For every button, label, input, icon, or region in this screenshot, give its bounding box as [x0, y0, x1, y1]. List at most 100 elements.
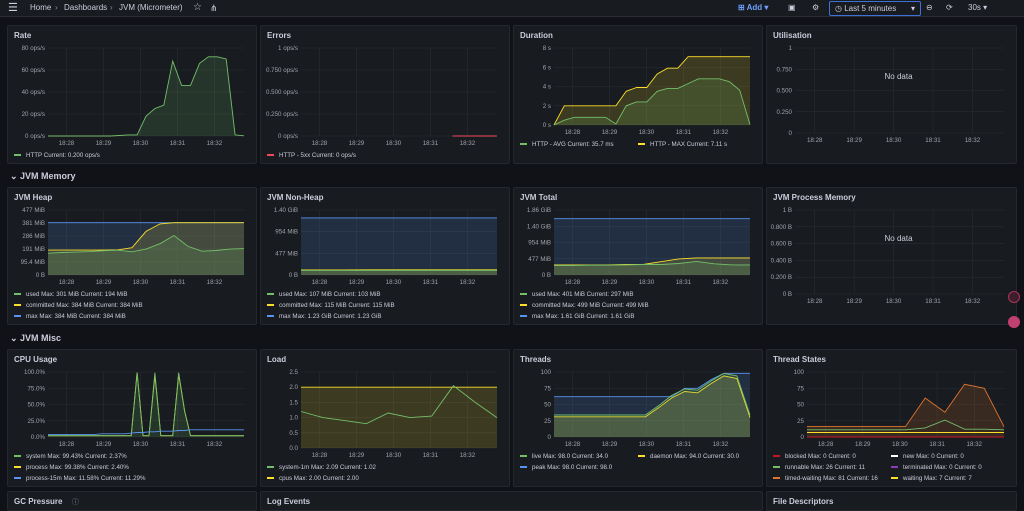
legend-item[interactable]: HTTP - 5xx Current: 0 ops/s	[267, 152, 356, 159]
legend-item[interactable]: used Max: 401 MiB Current: 297 MiB	[520, 291, 633, 298]
legend-item[interactable]: blocked Max: 0 Current: 0	[773, 453, 856, 460]
legend-item[interactable]: committed Max: 499 MiB Current: 499 MiB	[520, 302, 649, 309]
save-icon[interactable]: ▣	[788, 0, 796, 17]
refresh-interval[interactable]: 30s ▾	[968, 0, 987, 17]
x-tick-label: 18:30	[886, 298, 902, 305]
x-tick-label: 18:30	[133, 441, 149, 448]
panel-gc-pressure[interactable]: GC Pressure ⓘ	[7, 491, 257, 511]
legend-item[interactable]: waiting Max: 7 Current: 7	[891, 475, 972, 482]
legend-item[interactable]: used Max: 107 MiB Current: 103 MiB	[267, 291, 380, 298]
x-tick-label: 18:30	[639, 129, 655, 136]
legend-item[interactable]: daemon Max: 94.0 Current: 30.0	[638, 453, 739, 460]
legend-swatch	[773, 477, 780, 479]
legend-item[interactable]: system-1m Max: 2.09 Current: 1.02	[267, 464, 376, 471]
legend-item[interactable]: timed-waiting Max: 81 Current: 16	[773, 475, 878, 482]
y-tick-label: 100	[794, 369, 805, 376]
y-tick-label: 0 B	[783, 291, 792, 298]
x-tick-label: 18:29	[846, 137, 862, 144]
legend-item[interactable]: process Max: 99.38% Current: 2.40%	[14, 464, 129, 471]
legend-swatch	[773, 466, 780, 468]
y-tick-label: 0.5	[289, 430, 298, 437]
row-jvm-memory[interactable]: ⌄ JVM Memory	[10, 171, 76, 182]
series-area-used	[301, 270, 497, 275]
legend-label: HTTP - 5xx Current: 0 ops/s	[279, 152, 356, 159]
legend-swatch	[520, 315, 527, 317]
x-tick-label: 18:30	[133, 279, 149, 286]
breadcrumb-dashboards[interactable]: Dashboards	[64, 0, 107, 17]
panel-title: GC Pressure	[14, 497, 62, 506]
info-icon[interactable]: ⓘ	[72, 497, 79, 507]
legend-label: committed Max: 499 MiB Current: 499 MiB	[532, 302, 649, 309]
refresh-icon[interactable]: ⟳	[946, 0, 953, 17]
y-tick-label: 20 ops/s	[22, 111, 45, 118]
breadcrumb-home[interactable]: Home	[30, 0, 51, 17]
time-range-picker[interactable]: ◷ Last 5 minutes▾	[829, 1, 921, 16]
x-tick-label: 18:29	[96, 279, 112, 286]
menu-icon[interactable]: ☰	[8, 0, 18, 17]
x-tick-label: 18:31	[170, 279, 186, 286]
add-button[interactable]: ⊞ Add ▾	[738, 0, 768, 17]
y-tick-label: 0	[789, 130, 793, 137]
legend-item[interactable]: peak Max: 98.0 Current: 98.0	[520, 464, 612, 471]
legend-item[interactable]: used Max: 301 MiB Current: 194 MiB	[14, 291, 127, 298]
legend-item[interactable]: system Max: 99.43% Current: 2.37%	[14, 453, 127, 460]
y-tick-label: 25	[544, 418, 551, 425]
add-icon: ⊞	[738, 3, 747, 12]
legend-label: max Max: 1.23 GiB Current: 1.23 GiB	[279, 313, 381, 320]
legend-item[interactable]: max Max: 1.23 GiB Current: 1.23 GiB	[267, 313, 381, 320]
no-data-message: No data	[885, 234, 913, 243]
legend-item[interactable]: process-15m Max: 11.58% Current: 11.29%	[14, 475, 145, 482]
panel-file-descriptors[interactable]: File Descriptors	[766, 491, 1017, 511]
y-tick-label: 2 s	[543, 103, 551, 110]
x-tick-label: 18:28	[59, 441, 75, 448]
legend-swatch	[520, 304, 527, 306]
y-tick-label: 1.40 GiB	[527, 223, 551, 230]
legend-item[interactable]: HTTP Current: 0.200 ops/s	[14, 152, 100, 159]
x-tick-label: 18:28	[807, 137, 823, 144]
legend-item[interactable]: max Max: 1.61 GiB Current: 1.61 GiB	[520, 313, 634, 320]
x-tick-label: 18:28	[565, 279, 581, 286]
assistant-icon[interactable]	[1008, 316, 1020, 328]
legend-item[interactable]: HTTP - AVG Current: 35.7 ms	[520, 141, 614, 148]
legend-item[interactable]: HTTP - MAX Current: 7.11 s	[638, 141, 727, 148]
x-tick-label: 18:31	[925, 137, 941, 144]
x-tick-label: 18:29	[602, 129, 618, 136]
extension-icon[interactable]	[1008, 291, 1020, 303]
legend-swatch	[267, 304, 274, 306]
y-tick-label: 0 B	[542, 272, 551, 279]
x-tick-label: 18:32	[207, 279, 223, 286]
star-icon[interactable]: ☆	[193, 0, 202, 17]
gear-icon[interactable]: ⚙	[812, 0, 819, 17]
row-jvm-misc[interactable]: ⌄ JVM Misc	[10, 333, 61, 344]
legend-label: used Max: 107 MiB Current: 103 MiB	[279, 291, 380, 298]
legend-item[interactable]: live Max: 98.0 Current: 34.0	[520, 453, 608, 460]
legend-swatch	[638, 143, 645, 145]
legend-item[interactable]: cpus Max: 2.00 Current: 2.00	[267, 475, 359, 482]
y-tick-label: 0	[548, 434, 552, 441]
legend-item[interactable]: runnable Max: 26 Current: 11	[773, 464, 865, 471]
legend-item[interactable]: committed Max: 384 MiB Current: 384 MiB	[14, 302, 143, 309]
zoom-out-icon[interactable]: ⊖	[926, 0, 933, 17]
legend-item[interactable]: max Max: 384 MiB Current: 384 MiB	[14, 313, 126, 320]
x-tick-label: 18:32	[965, 298, 981, 305]
legend-item[interactable]: committed Max: 115 MiB Current: 115 MiB	[267, 302, 395, 309]
y-tick-label: 6 s	[543, 64, 551, 71]
legend-item[interactable]: terminated Max: 0 Current: 0	[891, 464, 982, 471]
legend-item[interactable]: new Max: 0 Current: 0	[891, 453, 964, 460]
y-tick-label: 0.250 ops/s	[266, 111, 298, 118]
panel-log-events[interactable]: Log Events	[260, 491, 763, 511]
share-icon[interactable]: ⋔	[210, 0, 218, 17]
legend-label: max Max: 384 MiB Current: 384 MiB	[26, 313, 126, 320]
